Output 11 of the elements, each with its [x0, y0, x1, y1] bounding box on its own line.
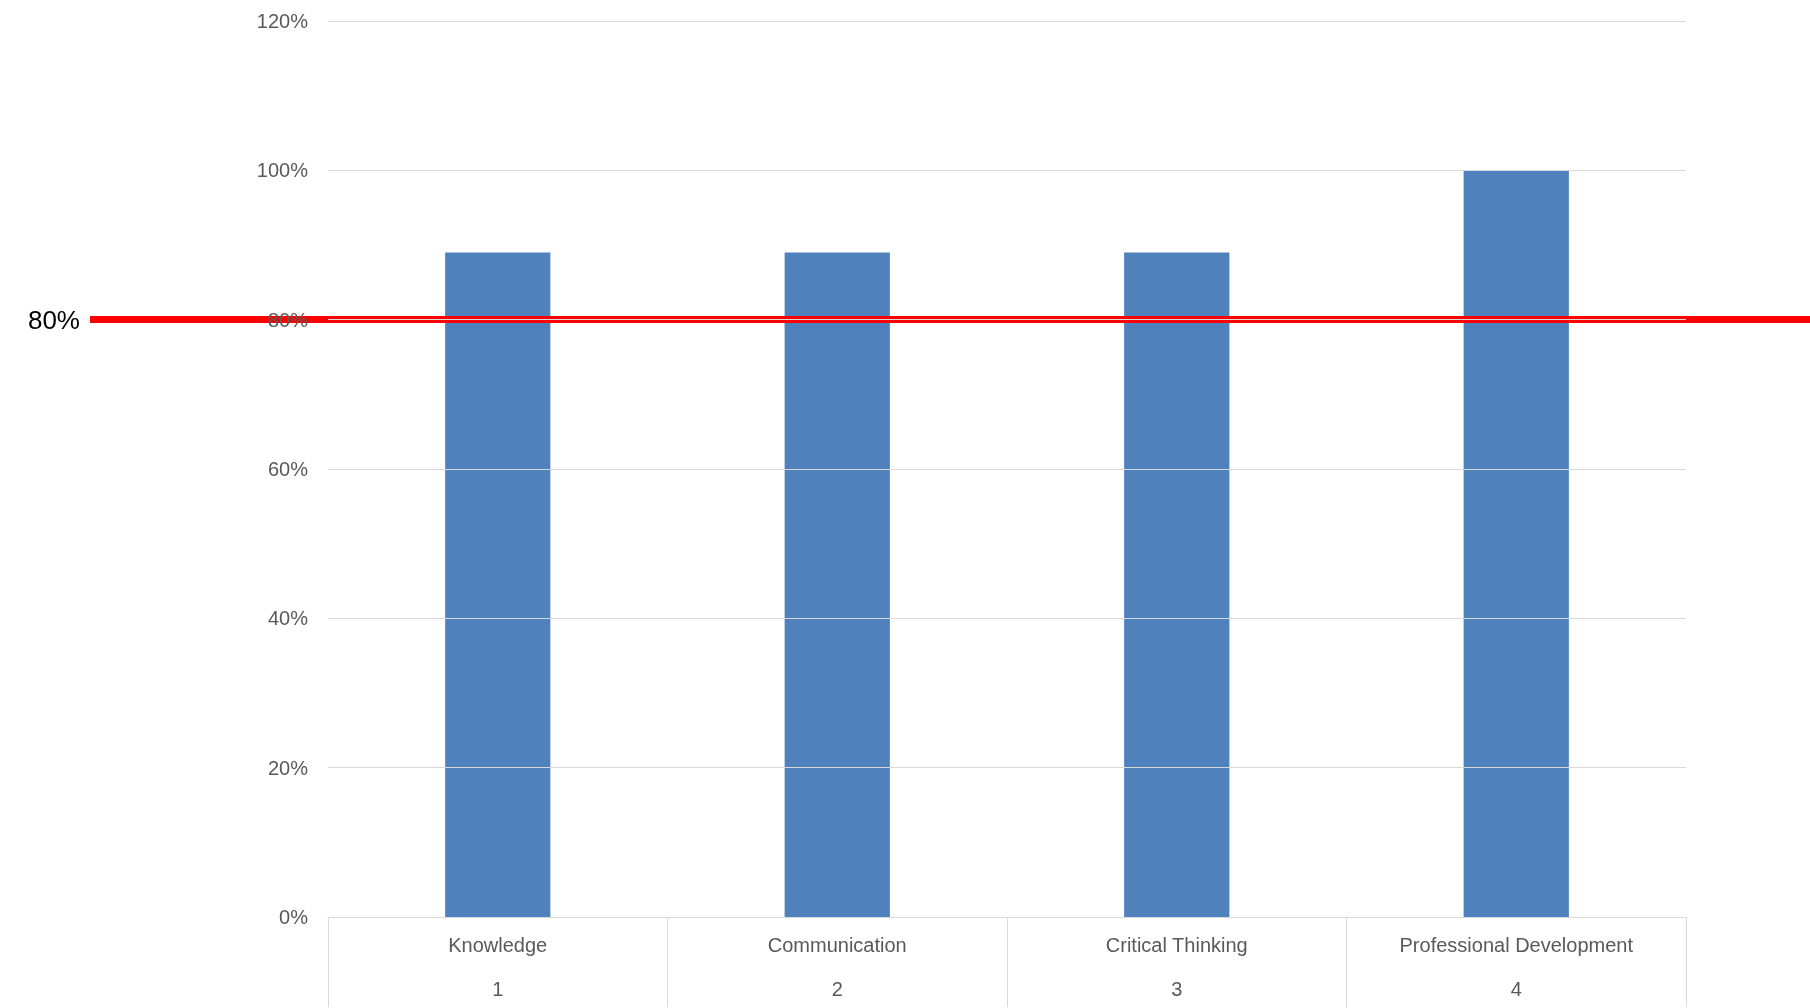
x-tick-label: Critical Thinking 3 — [1105, 934, 1248, 1000]
x-tick-label: Knowledge 1 — [448, 934, 548, 1000]
x-tick-label: Communication 2 — [767, 934, 907, 1000]
y-tick-label: 40% — [267, 607, 309, 630]
y-tick-label: 120% — [256, 10, 309, 32]
y-tick-label: 60% — [267, 458, 309, 480]
x-tick-label: Professional Development 4 — [1399, 934, 1634, 1000]
y-tick-label: 20% — [267, 756, 309, 779]
ref-line-label: 80% — [27, 304, 80, 335]
y-tick-label: 0% — [279, 906, 309, 928]
y-tick-label: 100% — [256, 159, 309, 182]
